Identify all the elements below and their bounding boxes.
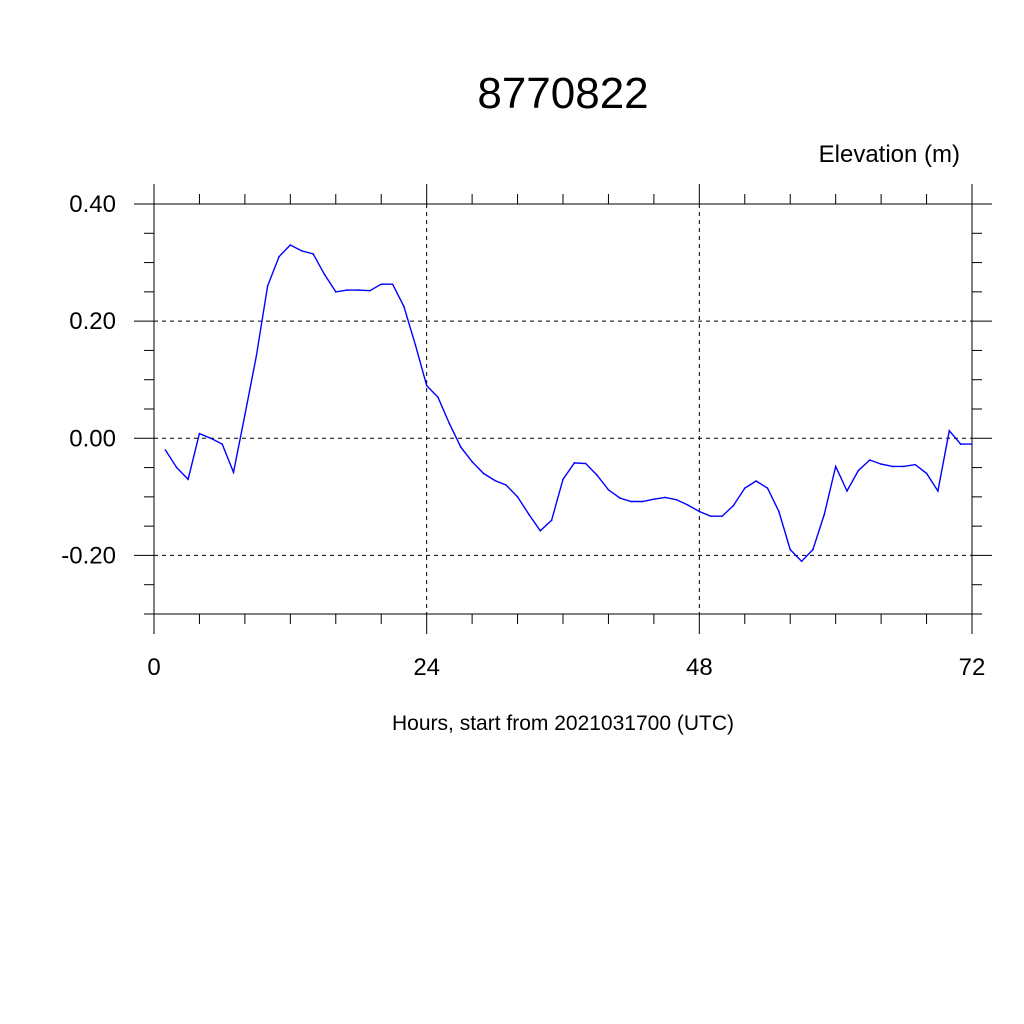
data-points (164, 244, 973, 563)
data-point-57 (812, 548, 814, 551)
data-point-66 (914, 463, 916, 466)
data-point-43 (653, 498, 655, 501)
data-point-53 (766, 487, 769, 489)
y-axis-label: Elevation (m) (819, 141, 960, 168)
data-point-24 (437, 396, 439, 399)
data-point-69 (948, 429, 951, 432)
x-axis-label: Hours, start from 2021031700 (UTC) (392, 712, 734, 735)
data-point-29 (494, 479, 496, 482)
data-point-34 (550, 519, 553, 522)
y-tick-label-0: -0.20 (61, 542, 116, 569)
data-point-58 (823, 513, 826, 516)
data-point-32 (528, 513, 530, 516)
data-point-0 (164, 449, 167, 451)
x-tick-label-3: 72 (959, 654, 986, 681)
data-point-31 (516, 496, 519, 498)
data-point-59 (834, 465, 837, 468)
data-point-33 (539, 530, 542, 532)
data-point-21 (403, 305, 405, 308)
data-point-35 (562, 478, 564, 481)
data-point-65 (903, 465, 905, 468)
data-point-18 (369, 289, 371, 292)
data-point-70 (959, 443, 962, 445)
data-point-2 (187, 478, 189, 481)
data-point-46 (687, 504, 689, 506)
data-point-27 (471, 460, 473, 463)
data-point-44 (664, 496, 667, 499)
data-point-16 (346, 289, 348, 291)
x-tick-label-2: 48 (686, 654, 713, 681)
data-point-49 (721, 515, 723, 517)
data-point-55 (789, 548, 792, 551)
major-ticks (134, 184, 992, 634)
data-point-8 (255, 355, 258, 358)
x-tick-label-1: 24 (413, 654, 440, 681)
data-point-41 (630, 500, 632, 503)
data-point-20 (391, 283, 394, 286)
data-point-62 (868, 459, 871, 461)
series-line-elevation (164, 244, 972, 563)
data-point-60 (846, 490, 848, 492)
data-point-48 (709, 515, 712, 517)
y-tick-label-3: 0.40 (69, 191, 116, 218)
data-point-10 (278, 255, 280, 258)
data-point-22 (414, 343, 417, 346)
data-point-6 (232, 471, 235, 474)
grid-lines (153, 203, 973, 614)
data-point-23 (425, 384, 428, 387)
data-point-47 (698, 510, 701, 513)
x-tick-label-0: 0 (147, 654, 160, 681)
minor-ticks (144, 194, 982, 624)
data-point-36 (573, 462, 576, 464)
x-tick-labels: 0 24 48 72 (147, 654, 985, 681)
data-point-12 (300, 250, 303, 252)
data-point-56 (800, 560, 803, 563)
data-point-5 (221, 443, 223, 445)
data-point-68 (937, 490, 939, 492)
data-point-37 (584, 462, 587, 465)
data-point-26 (459, 446, 462, 448)
data-point-13 (312, 252, 314, 255)
data-point-28 (482, 472, 485, 475)
data-point-3 (198, 432, 201, 435)
chart-title: 8770822 (477, 69, 648, 118)
data-point-61 (857, 469, 860, 472)
data-point-7 (244, 414, 246, 416)
y-tick-labels: -0.20 0.00 0.20 0.40 (61, 191, 116, 569)
data-point-39 (607, 489, 610, 491)
data-point-71 (971, 443, 973, 445)
data-point-42 (641, 500, 644, 503)
plot-frame (153, 203, 973, 615)
data-point-64 (891, 465, 894, 468)
data-point-30 (505, 484, 507, 486)
data-point-15 (334, 291, 337, 293)
data-point-4 (210, 437, 212, 440)
data-point-50 (732, 504, 735, 507)
data-point-1 (175, 466, 178, 469)
data-point-52 (755, 480, 757, 482)
data-point-11 (289, 244, 292, 246)
data-point-25 (448, 422, 451, 425)
y-tick-label-1: 0.00 (69, 425, 116, 452)
data-point-14 (323, 273, 326, 276)
data-point-19 (380, 283, 383, 286)
data-point-54 (778, 510, 780, 513)
data-point-17 (357, 289, 360, 291)
data-point-45 (675, 498, 678, 501)
data-point-40 (619, 497, 621, 499)
data-point-51 (743, 487, 746, 489)
data-point-63 (880, 463, 882, 465)
data-point-9 (266, 285, 269, 287)
data-point-67 (925, 472, 928, 475)
data-point-38 (596, 474, 598, 476)
y-tick-label-2: 0.20 (69, 308, 116, 335)
